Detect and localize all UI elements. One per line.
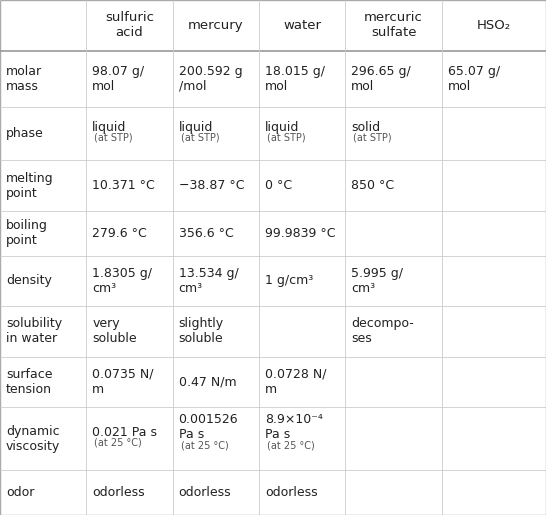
Text: 200.592 g
/mol: 200.592 g /mol — [179, 65, 242, 93]
Text: solid: solid — [351, 122, 380, 134]
Text: 99.9839 °C: 99.9839 °C — [265, 227, 335, 239]
Text: (at 25 °C): (at 25 °C) — [181, 440, 228, 451]
Text: 0 °C: 0 °C — [265, 179, 292, 192]
Text: molar
mass: molar mass — [6, 65, 42, 93]
Text: 0.0735 N/
m: 0.0735 N/ m — [92, 368, 154, 396]
Text: 850 °C: 850 °C — [351, 179, 394, 192]
Text: melting
point: melting point — [6, 171, 54, 200]
Text: 279.6 °C: 279.6 °C — [92, 227, 147, 239]
Text: liquid: liquid — [265, 122, 299, 134]
Text: density: density — [6, 274, 52, 287]
Text: phase: phase — [6, 127, 44, 140]
Text: (at STP): (at STP) — [181, 133, 219, 143]
Text: HSO₂: HSO₂ — [477, 19, 511, 32]
Text: solubility
in water: solubility in water — [6, 317, 62, 346]
Text: sulfuric
acid: sulfuric acid — [105, 11, 154, 39]
Text: water: water — [283, 19, 321, 32]
Text: odor: odor — [6, 486, 34, 499]
Text: odorless: odorless — [265, 486, 317, 499]
Text: 0.47 N/m: 0.47 N/m — [179, 375, 236, 388]
Text: 98.07 g/
mol: 98.07 g/ mol — [92, 65, 144, 93]
Text: 0.001526
Pa s: 0.001526 Pa s — [179, 413, 238, 441]
Text: boiling
point: boiling point — [6, 219, 48, 247]
Text: 18.015 g/
mol: 18.015 g/ mol — [265, 65, 325, 93]
Text: very
soluble: very soluble — [92, 317, 137, 346]
Text: dynamic
viscosity: dynamic viscosity — [6, 425, 60, 453]
Text: (at 25 °C): (at 25 °C) — [94, 438, 142, 448]
Text: odorless: odorless — [179, 486, 231, 499]
Text: 1.8305 g/
cm³: 1.8305 g/ cm³ — [92, 267, 152, 295]
Text: 8.9×10⁻⁴
Pa s: 8.9×10⁻⁴ Pa s — [265, 413, 323, 441]
Text: (at 25 °C): (at 25 °C) — [267, 440, 314, 451]
Text: (at STP): (at STP) — [94, 133, 133, 143]
Text: slightly
soluble: slightly soluble — [179, 317, 224, 346]
Text: mercury: mercury — [188, 19, 244, 32]
Text: (at STP): (at STP) — [267, 133, 305, 143]
Text: odorless: odorless — [92, 486, 145, 499]
Text: 65.07 g/
mol: 65.07 g/ mol — [448, 65, 500, 93]
Text: 296.65 g/
mol: 296.65 g/ mol — [351, 65, 411, 93]
Text: surface
tension: surface tension — [6, 368, 52, 396]
Text: 13.534 g/
cm³: 13.534 g/ cm³ — [179, 267, 238, 295]
Text: 0.0728 N/
m: 0.0728 N/ m — [265, 368, 327, 396]
Text: 5.995 g/
cm³: 5.995 g/ cm³ — [351, 267, 403, 295]
Text: 0.021 Pa s: 0.021 Pa s — [92, 426, 157, 439]
Text: liquid: liquid — [92, 122, 127, 134]
Text: 356.6 °C: 356.6 °C — [179, 227, 233, 239]
Text: decompo-
ses: decompo- ses — [351, 317, 414, 346]
Text: liquid: liquid — [179, 122, 213, 134]
Text: −38.87 °C: −38.87 °C — [179, 179, 244, 192]
Text: 1 g/cm³: 1 g/cm³ — [265, 274, 313, 287]
Text: (at STP): (at STP) — [353, 133, 391, 143]
Text: 10.371 °C: 10.371 °C — [92, 179, 155, 192]
Text: mercuric
sulfate: mercuric sulfate — [364, 11, 423, 39]
